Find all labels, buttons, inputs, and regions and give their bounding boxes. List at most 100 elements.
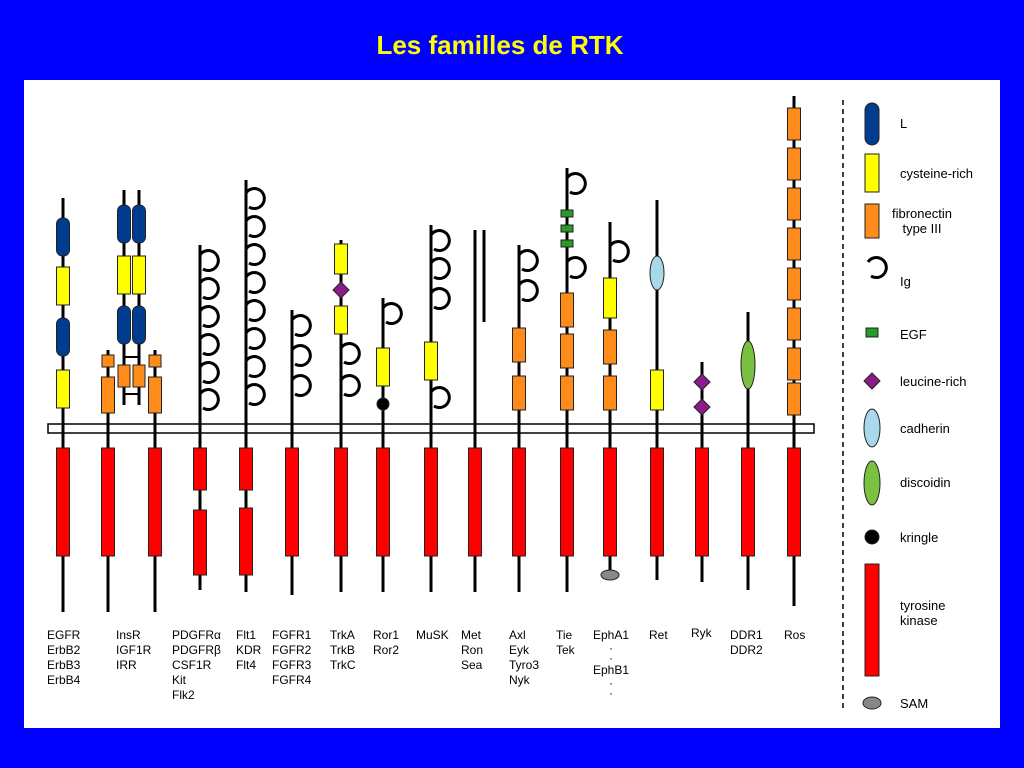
family-member: ·	[609, 651, 613, 665]
ig-domain	[608, 240, 630, 264]
family-member: Ror2	[373, 643, 400, 657]
cysteine-rich-domain	[56, 266, 70, 306]
legend-label-ig: Ig	[900, 274, 911, 289]
family-member: MuSK	[416, 628, 449, 642]
egf-domain	[560, 209, 574, 218]
cysteine-rich-domain	[334, 305, 348, 335]
ig-domain	[290, 344, 312, 368]
cysteine-rich-domain	[376, 347, 390, 387]
ig-legend-icon	[866, 256, 888, 280]
leucine-rich-domain	[693, 398, 711, 416]
fibronectin-domain	[603, 375, 617, 411]
family-label-ryk: Ryk	[691, 626, 712, 641]
family-label-ros: Ros	[784, 628, 805, 643]
ig-domain	[290, 374, 312, 398]
cysteine-rich-domain	[650, 369, 664, 411]
tyrosine-kinase-domain	[650, 447, 664, 557]
tyrosine-kinase-domain	[468, 447, 482, 557]
legend-label-sam: SAM	[900, 696, 929, 711]
ig-domain	[290, 314, 312, 338]
family-member: ErbB4	[47, 673, 81, 687]
ig-domain	[517, 249, 539, 273]
family-member: DDR1	[730, 628, 763, 642]
family-member: PDGFRα	[172, 628, 221, 642]
family-label-musk: MuSK	[416, 628, 449, 643]
family-member: EphA1	[593, 628, 630, 642]
family-label-met: Met Ron Sea	[461, 628, 483, 673]
family-member: CSF1R	[172, 658, 212, 672]
fibronectin-domain	[787, 107, 801, 141]
family-member: Axl	[509, 628, 526, 642]
family-label-pdgfr: PDGFRα PDGFRβ CSF1R Kit Flk2	[172, 628, 221, 703]
family-label-fgfr: FGFR1 FGFR2 FGFR3 FGFR4	[272, 628, 311, 688]
fibronectin-domain	[787, 307, 801, 341]
tyrosine-kinase-domain	[741, 447, 755, 557]
family-member: ErbB3	[47, 658, 81, 672]
tyrosine-kinase-domain	[285, 447, 299, 557]
legend-label-cys: cysteine-rich	[900, 166, 973, 181]
ig-domain	[429, 287, 451, 311]
tyrosine-kinase-domain	[695, 447, 709, 557]
family-member: Ros	[784, 628, 806, 642]
legend-label-fn3: fibronectin type III	[892, 206, 952, 236]
family-member: ·	[609, 686, 613, 700]
family-member: Tyro3	[509, 658, 540, 672]
tyrosine-kinase-domain	[334, 447, 348, 557]
ig-domain	[244, 327, 266, 351]
family-label-ror: Ror1 Ror2	[373, 628, 399, 658]
egf-legend-icon	[865, 327, 879, 338]
legend-label-cad: cadherin	[900, 421, 950, 436]
ig-domain	[244, 187, 266, 211]
family-label-flt: Flt1 KDR Flt4	[236, 628, 261, 673]
l-domain	[132, 204, 146, 244]
cysteine-rich-legend-icon	[864, 153, 880, 193]
discoidin-legend-icon	[863, 460, 881, 506]
legend-label-l: L	[900, 116, 908, 131]
l-domain	[117, 305, 131, 345]
family-member: Tie	[556, 628, 573, 642]
family-member: Kit	[172, 673, 187, 687]
family-member: Tek	[556, 643, 575, 657]
family-member: FGFR3	[272, 658, 312, 672]
fibronectin-domain	[787, 267, 801, 301]
fibronectin-domain	[148, 376, 162, 414]
tyrosine-kinase-domain	[603, 447, 617, 557]
l-domain	[56, 217, 70, 257]
ig-domain	[198, 333, 220, 357]
family-member: IGF1R	[116, 643, 152, 657]
ig-domain	[244, 243, 266, 267]
tyrosine-kinase-domain	[376, 447, 390, 557]
fibronectin-domain	[512, 327, 526, 363]
egf-domain	[560, 224, 574, 233]
tyrosine-kinase-domain	[560, 447, 574, 557]
fibronectin-domain	[512, 375, 526, 411]
tyrosine-kinase-domain	[424, 447, 438, 557]
family-member: DDR2	[730, 643, 763, 657]
tyrosine-kinase-domain	[512, 447, 526, 557]
leucine-rich-domain	[863, 372, 881, 390]
family-member: EGFR	[47, 628, 81, 642]
family-label-tie: Tie Tek	[556, 628, 575, 658]
fibronectin-domain	[101, 354, 115, 368]
tyrosine-kinase-legend-icon	[864, 563, 880, 677]
ig-domain	[429, 257, 451, 281]
family-member: TrkC	[330, 658, 356, 672]
ig-domain	[198, 249, 220, 273]
family-member: FGFR4	[272, 673, 312, 687]
cysteine-rich-domain	[424, 341, 438, 381]
cysteine-rich-domain	[334, 243, 348, 275]
l-domain	[117, 204, 131, 244]
family-member: Met	[461, 628, 482, 642]
ig-domain	[244, 271, 266, 295]
rtk-diagram	[47, 96, 888, 712]
ig-domain	[565, 256, 587, 280]
fibronectin-domain	[148, 354, 162, 368]
legend-label-kring: kringle	[900, 530, 939, 545]
fibronectin-legend-icon	[864, 203, 880, 239]
fibronectin-domain	[787, 187, 801, 221]
tyrosine-kinase-domain	[56, 447, 70, 557]
family-member: Flt1	[236, 628, 257, 642]
leucine-rich-domain	[693, 373, 711, 391]
fibronectin-domain	[560, 375, 574, 411]
family-label-axl: Axl Eyk Tyro3 Nyk	[509, 628, 539, 688]
